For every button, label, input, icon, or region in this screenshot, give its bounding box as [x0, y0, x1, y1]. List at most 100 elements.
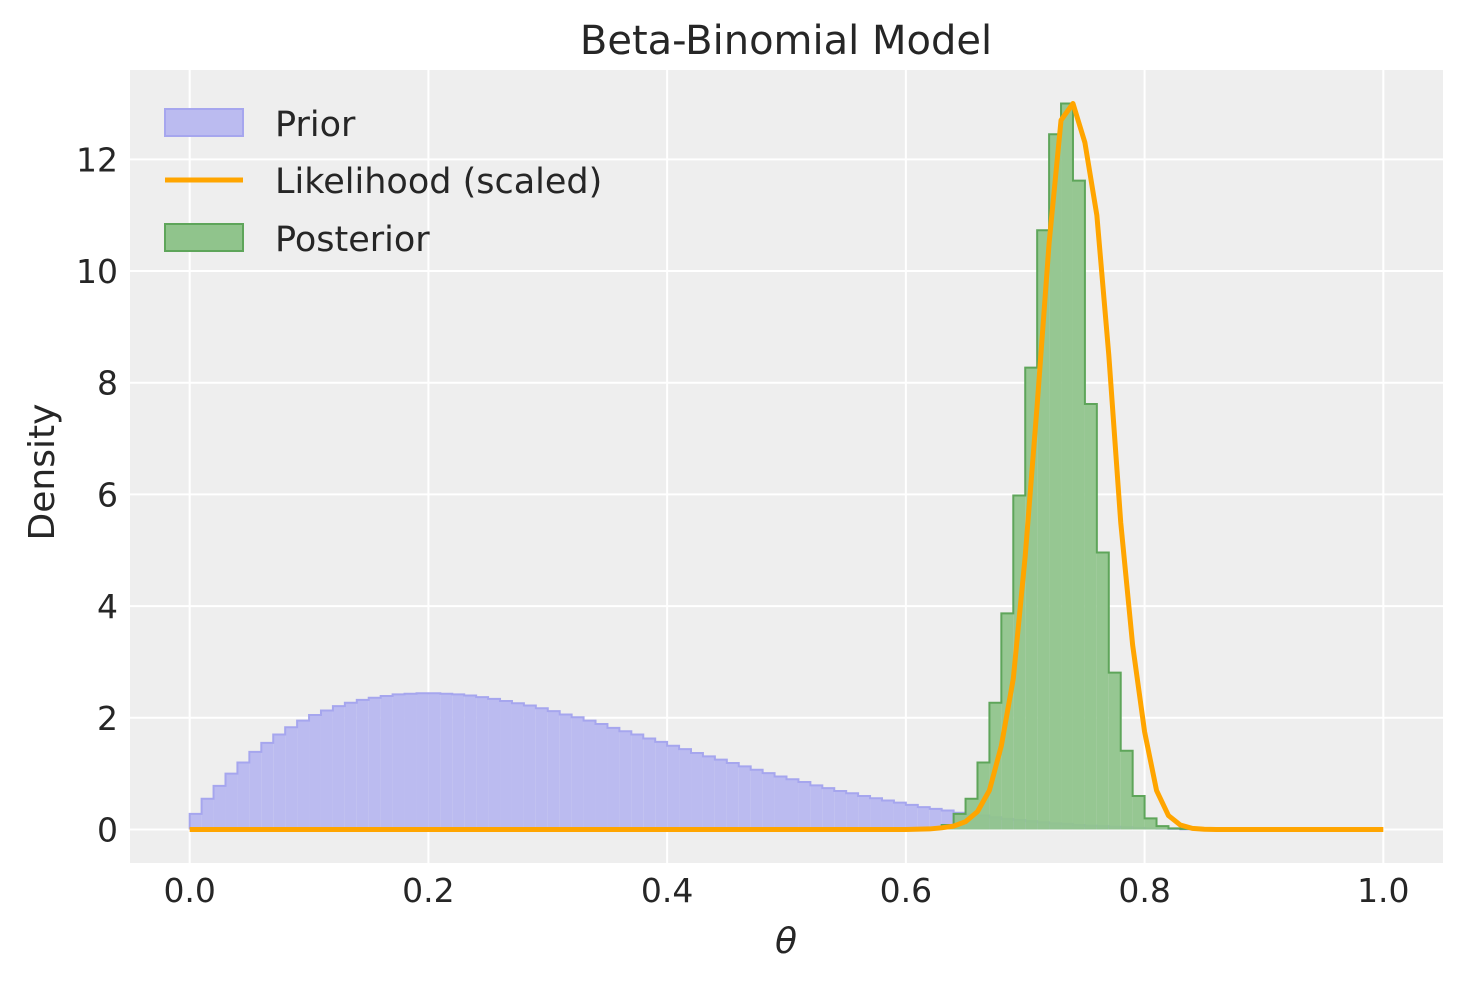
chart-title: Beta-Binomial Model: [580, 18, 992, 64]
posterior-bar: [1132, 795, 1145, 830]
posterior-bar: [1156, 826, 1169, 830]
prior-bar: [881, 800, 894, 830]
likelihood-line: [189, 101, 1384, 832]
prior-bar: [762, 773, 775, 830]
prior-bar: [285, 727, 298, 830]
prior-bar: [320, 710, 333, 830]
prior-bar: [691, 752, 703, 830]
prior-bar: [297, 720, 310, 830]
posterior-bar: [1120, 750, 1133, 830]
prior-bar: [273, 734, 286, 830]
prior-bar: [834, 790, 847, 830]
ticks: 0.0 0.2 0.4 0.6 0.8 1.0 0 2 4 6 8 10 12: [76, 140, 1410, 910]
prior-bar: [380, 696, 393, 830]
prior-bar: [464, 695, 477, 830]
y-tick-label: 6: [97, 475, 118, 514]
prior-bar: [893, 802, 906, 830]
prior-bar: [917, 807, 930, 830]
prior-bar: [249, 751, 262, 830]
prior-bar: [858, 795, 871, 830]
prior-bar: [738, 766, 751, 830]
prior-bar: [774, 776, 787, 830]
prior-bar: [798, 782, 811, 830]
prior-bar: [750, 769, 763, 830]
y-tick-label: 12: [76, 140, 118, 179]
legend-swatch-posterior: [164, 223, 244, 252]
posterior-bar: [1061, 103, 1073, 830]
prior-bar: [511, 703, 524, 830]
prior-bar: [452, 694, 465, 830]
prior-bar: [846, 793, 859, 830]
posterior-bar: [1096, 552, 1109, 830]
prior-bar: [870, 798, 882, 830]
x-tick-label: 0.4: [641, 871, 693, 910]
legend-label-posterior: Posterior: [275, 220, 430, 260]
posterior-bar: [1049, 134, 1062, 830]
y-tick-label: 0: [97, 810, 118, 849]
prior-bar: [523, 705, 536, 830]
prior-bar: [428, 693, 441, 830]
prior-bar: [905, 804, 918, 830]
prior-bar: [356, 699, 369, 830]
posterior-bar: [1025, 367, 1038, 830]
y-tick-label: 8: [97, 364, 118, 403]
prior-bar: [786, 779, 799, 830]
prior-bar: [225, 773, 238, 830]
prior-bar: [237, 762, 250, 830]
prior-bar: [655, 741, 668, 830]
prior-bar: [679, 749, 692, 830]
prior-bar: [344, 702, 357, 830]
y-tick-label: 10: [76, 252, 118, 291]
prior-bar: [702, 756, 715, 830]
x-tick-label: 0.8: [1118, 871, 1170, 910]
x-axis-label: θ: [775, 921, 797, 962]
prior-bar: [547, 711, 560, 830]
prior-bar: [643, 738, 656, 830]
prior-bar: [607, 727, 620, 830]
prior-bar: [583, 720, 596, 830]
legend-label-likelihood: Likelihood (scaled): [275, 162, 602, 202]
prior-bar: [571, 717, 584, 830]
prior-bar: [726, 763, 739, 830]
prior-bar: [810, 785, 823, 830]
prior-bar: [714, 759, 727, 830]
prior-bar: [261, 742, 274, 830]
prior-bar: [535, 708, 548, 830]
prior-bar: [667, 745, 680, 830]
prior-bar: [368, 697, 381, 830]
prior-bar: [404, 693, 417, 830]
prior-bar: [500, 701, 512, 830]
prior-bar: [416, 693, 429, 830]
legend-label-prior: Prior: [275, 105, 356, 145]
y-tick-label: 2: [97, 699, 118, 738]
prior-bar: [619, 731, 632, 830]
legend-swatch-prior: [164, 108, 244, 137]
prior-bar: [476, 697, 489, 830]
prior-bar: [309, 715, 321, 830]
prior-bar: [488, 698, 501, 830]
posterior-bar: [1108, 672, 1121, 830]
legend: Prior Likelihood (scaled) Posterior: [164, 105, 602, 260]
prior-bar: [559, 714, 572, 830]
prior-bar: [201, 798, 214, 830]
x-tick-label: 0.2: [402, 871, 454, 910]
prior-bar: [440, 693, 453, 830]
x-tick-label: 0.6: [880, 871, 932, 910]
prior-bar: [392, 694, 405, 830]
y-tick-label: 4: [97, 587, 118, 626]
posterior-outline: [940, 102, 1206, 831]
prior-bar: [189, 813, 202, 830]
prior-bar: [213, 785, 226, 830]
posterior-bar: [1072, 180, 1085, 830]
posterior-bar: [1013, 495, 1026, 830]
prior-bar: [332, 706, 345, 830]
prior-bar: [822, 788, 835, 830]
prior-bar: [631, 734, 644, 830]
prior-bar: [941, 810, 954, 830]
x-tick-label: 0.0: [163, 871, 215, 910]
prior-bar: [595, 723, 608, 830]
posterior-bar: [1037, 230, 1050, 830]
posterior-bar: [1144, 818, 1157, 830]
prior-bar: [929, 808, 942, 830]
